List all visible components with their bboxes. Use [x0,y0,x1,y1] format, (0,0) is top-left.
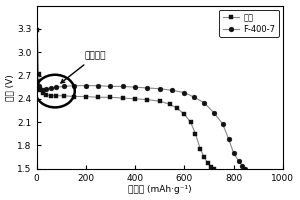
F-400-7 [84,84,88,87]
Line: F-400-7: F-400-7 [35,79,248,171]
F-400-7 [55,86,58,88]
F-400-7 [121,85,124,88]
大金 [158,100,162,102]
大金 [168,103,171,105]
大金 [189,121,192,123]
大金 [50,95,53,97]
大金 [194,133,197,135]
F-400-7 [183,91,186,94]
F-400-7 [37,85,40,88]
F-400-7 [192,96,196,98]
F-400-7 [38,88,42,90]
F-400-7 [133,86,137,88]
F-400-7 [227,138,230,140]
F-400-7 [146,87,149,89]
大金 [199,148,202,151]
大金 [212,168,216,170]
F-400-7 [244,168,247,170]
大金 [35,29,39,32]
F-400-7 [241,164,244,167]
大金 [38,88,42,91]
X-axis label: 比容量 (mAh·g⁻¹): 比容量 (mAh·g⁻¹) [128,185,192,194]
大金 [109,96,112,98]
F-400-7 [96,84,100,87]
大金 [210,166,213,168]
F-400-7 [41,88,44,91]
大金 [96,96,100,98]
Legend: 大金, F-400-7: 大金, F-400-7 [219,10,279,37]
F-400-7 [212,112,216,114]
F-400-7 [202,102,206,104]
大金 [37,73,40,75]
大金 [41,92,44,95]
大金 [121,97,124,99]
F-400-7 [50,87,53,89]
大金 [206,162,210,165]
Text: 电压滞后: 电压滞后 [61,51,106,83]
F-400-7 [221,123,224,125]
F-400-7 [35,80,39,82]
大金 [45,94,48,96]
大金 [133,98,137,100]
大金 [55,95,58,97]
大金 [62,95,65,97]
F-400-7 [62,85,65,88]
大金 [84,95,88,98]
F-400-7 [72,84,75,87]
Line: 大金: 大金 [35,28,216,171]
F-400-7 [158,88,162,90]
Y-axis label: 电压 (V): 电压 (V) [6,74,15,101]
大金 [183,113,186,116]
F-400-7 [109,85,112,88]
F-400-7 [170,89,174,91]
F-400-7 [237,160,240,162]
F-400-7 [232,152,236,154]
F-400-7 [45,88,48,90]
大金 [72,95,75,98]
大金 [146,98,149,101]
大金 [202,156,206,158]
大金 [175,107,179,109]
